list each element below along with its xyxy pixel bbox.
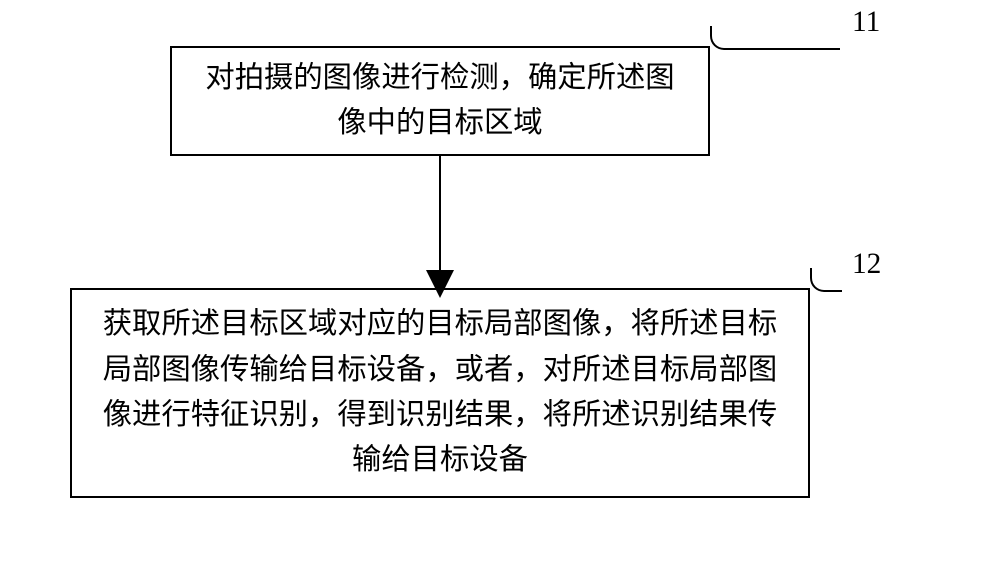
- callout-connector: [810, 268, 842, 292]
- callout-label-11: 11: [852, 6, 880, 39]
- callout-label-12: 12: [852, 248, 881, 281]
- callout-connector: [710, 26, 840, 50]
- flow-node-text: 对拍摄的图像进行检测，确定所述图像中的目标区域: [192, 56, 688, 147]
- flow-node-text: 获取所述目标区域对应的目标局部图像，将所述目标局部图像传输给目标设备，或者，对所…: [92, 302, 788, 484]
- flow-node-step11: 对拍摄的图像进行检测，确定所述图像中的目标区域: [170, 46, 710, 156]
- flow-node-step12: 获取所述目标区域对应的目标局部图像，将所述目标局部图像传输给目标设备，或者，对所…: [70, 288, 810, 498]
